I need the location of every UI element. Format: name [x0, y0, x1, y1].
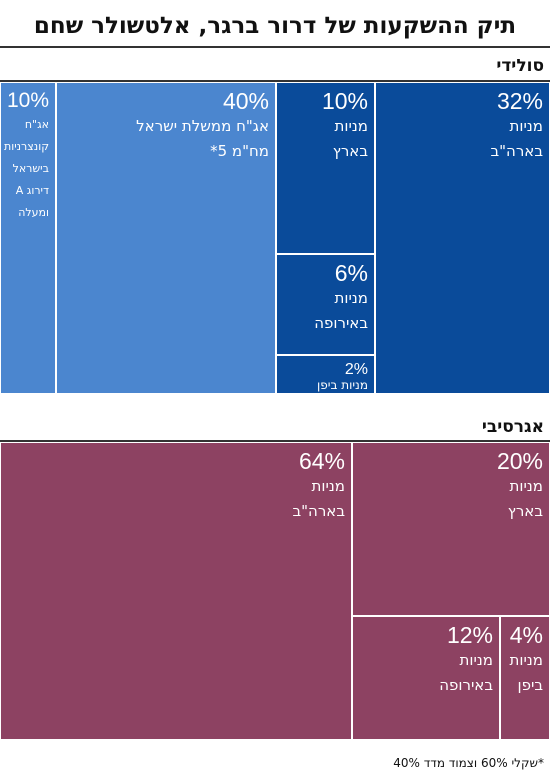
section-label-aggressive: אגרסיבי — [481, 417, 544, 437]
solid-tile-pct-3: 2% — [344, 361, 368, 378]
solid-tile-name-1: מניות בארץ — [332, 117, 368, 160]
aggressive-tile-name-1: מניות בארץ — [507, 477, 543, 520]
solid-tile-name-5: אג"ח קונצרניות בישראל דירוג A ומעלה — [3, 118, 49, 219]
solid-treemap-svg — [0, 82, 550, 394]
footnote: *שקלי 60% וצמוד מדד 40% — [393, 756, 544, 770]
aggressive-tile-label-2: 12% מניות באירופה — [352, 616, 500, 740]
solid-tile-label-3: 2% מניות ביפן — [276, 355, 375, 394]
aggressive-treemap-svg — [0, 442, 550, 740]
solid-tile-name-3: מניות ביפן — [317, 378, 368, 392]
page-title: תיק ההשקעות של דרור ברגר, אלטשולר שחם — [33, 13, 517, 39]
aggressive-tile-1 — [352, 442, 550, 616]
aggressive-tile-label-3: 4% מניות ביפן — [500, 616, 550, 740]
aggressive-tile-pct-3: 4% — [509, 622, 543, 648]
section-label-solid: סולידי — [496, 56, 544, 76]
solid-tile-1 — [276, 82, 375, 254]
aggressive-tile-pct-1: 20% — [496, 448, 543, 474]
aggressive-tile-label-1: 20% מניות בארץ — [352, 442, 550, 616]
solid-tile-label-1: 10% מניות בארץ — [276, 82, 375, 254]
aggressive-tile-0 — [0, 442, 352, 740]
solid-tile-4 — [56, 82, 276, 394]
solid-tile-pct-5: 10% — [6, 89, 49, 112]
solid-tile-label-4: 40% אג"ח ממשלת ישראל מח"מ 5* — [56, 82, 276, 394]
solid-treemap: 32% מניות בארה"ב 10% מניות בארץ 6% מניות באיר… — [0, 82, 550, 394]
solid-tile-pct-0: 32% — [496, 88, 543, 114]
aggressive-tile-pct-2: 12% — [446, 622, 493, 648]
solid-tile-label-2: 6% מניות באירופה — [276, 254, 375, 355]
solid-tile-5 — [0, 82, 56, 394]
title-divider — [0, 46, 550, 48]
solid-tile-label-5: 10% אג"ח קונצרניות בישראל דירוג A ומעלה — [0, 82, 56, 394]
aggressive-tile-pct-0: 64% — [298, 448, 345, 474]
solid-tile-name-4: אג"ח ממשלת ישראל מח"מ 5* — [136, 117, 269, 160]
solid-tile-name-2: מניות באירופה — [314, 289, 368, 332]
aggressive-tile-3 — [500, 616, 550, 740]
aggressive-tile-2 — [352, 616, 500, 740]
solid-tile-pct-4: 40% — [222, 88, 269, 114]
aggressive-divider — [0, 440, 550, 442]
aggressive-tile-name-2: מניות באירופה — [439, 651, 493, 694]
solid-tile-0 — [375, 82, 550, 394]
aggressive-tile-label-0: 64% מניות בארה"ב — [0, 442, 352, 740]
solid-tile-pct-1: 10% — [321, 88, 368, 114]
aggressive-tile-name-3: מניות ביפן — [509, 651, 544, 694]
solid-tile-2 — [276, 254, 375, 355]
aggressive-tile-name-0: מניות בארה"ב — [292, 477, 345, 520]
solid-tile-3 — [276, 355, 375, 394]
aggressive-treemap: 64% מניות בארה"ב 20% מניות בארץ 12% מניות באי… — [0, 442, 550, 740]
solid-divider — [0, 80, 550, 82]
solid-tile-name-0: מניות בארה"ב — [490, 117, 543, 160]
solid-tile-label-0: 32% מניות בארה"ב — [375, 82, 550, 394]
solid-tile-pct-2: 6% — [334, 260, 368, 286]
